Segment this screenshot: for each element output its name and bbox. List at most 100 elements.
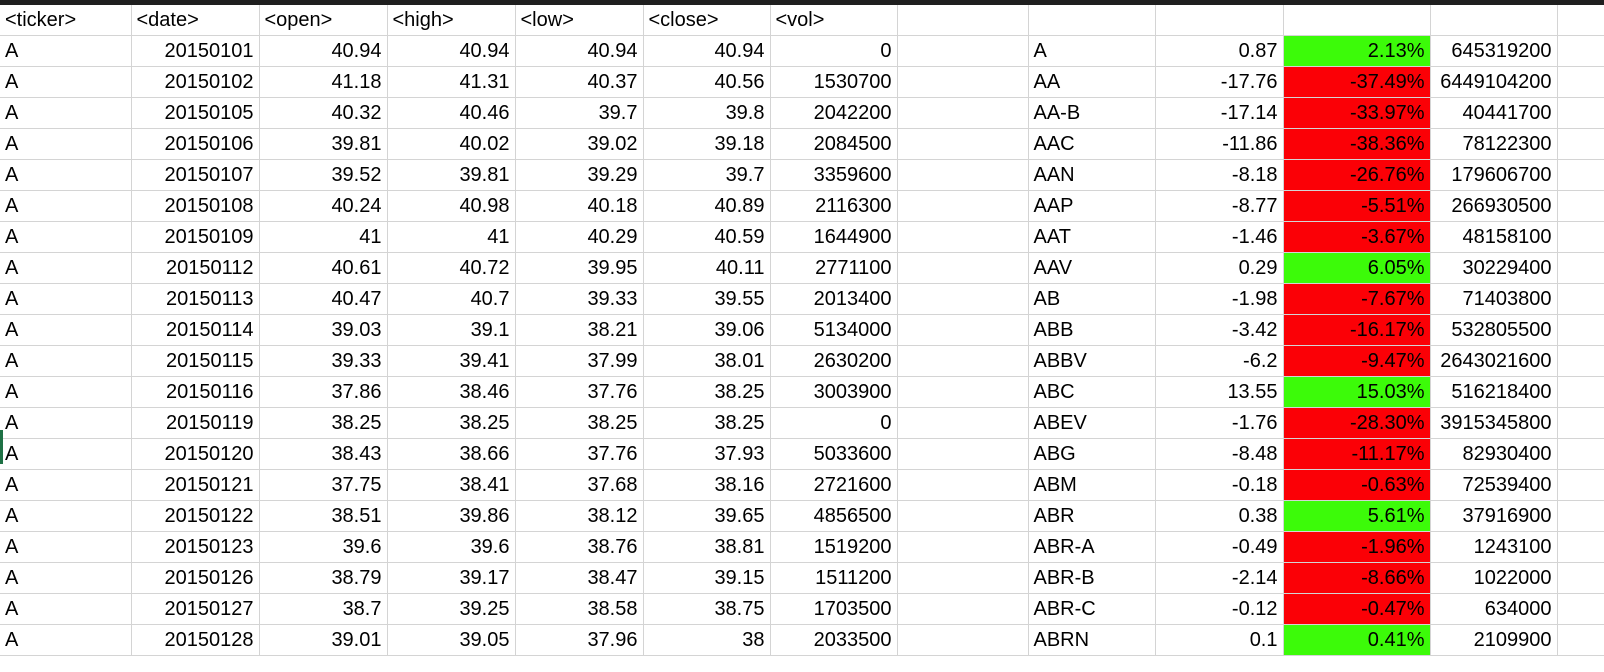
cell-high[interactable]: 39.05 [387,624,516,656]
cell-vol[interactable]: 1530700 [770,66,898,98]
cell-low[interactable]: 37.96 [515,624,644,656]
cell-summary-ticker[interactable]: AA-B [1028,97,1156,129]
cell-low[interactable]: 37.76 [515,376,644,408]
cell-date[interactable]: 20150102 [131,66,260,98]
cell-summary-volume[interactable]: 634000 [1430,593,1558,625]
cell-vol[interactable]: 4856500 [770,500,898,532]
cell-low[interactable]: 39.7 [515,97,644,129]
cell-high[interactable]: 39.41 [387,345,516,377]
cell-empty[interactable] [897,190,1029,222]
cell-high[interactable]: 40.7 [387,283,516,315]
cell-date[interactable]: 20150126 [131,562,260,594]
cell-summary-ticker[interactable]: ABR [1028,500,1156,532]
cell-vol[interactable]: 2033500 [770,624,898,656]
cell-vol[interactable]: 1703500 [770,593,898,625]
cell-date[interactable]: 20150108 [131,190,260,222]
cell-open[interactable]: 37.75 [259,469,388,501]
cell-close[interactable]: 38.25 [643,407,771,439]
cell-high[interactable]: 38.25 [387,407,516,439]
cell-close[interactable]: 38.16 [643,469,771,501]
cell-summary-percent[interactable]: -11.17% [1283,438,1431,470]
cell-close[interactable]: 39.15 [643,562,771,594]
cell-summary-ticker[interactable]: AB [1028,283,1156,315]
cell-empty[interactable] [897,128,1029,160]
cell-summary-volume[interactable]: 1243100 [1430,531,1558,563]
cell-empty[interactable] [1557,624,1604,656]
cell-ticker[interactable]: A [0,35,132,67]
cell-high[interactable]: 39.6 [387,531,516,563]
cell-summary-change[interactable]: -8.18 [1155,159,1284,191]
cell-vol[interactable]: 5134000 [770,314,898,346]
cell-vol[interactable]: 2084500 [770,128,898,160]
cell-empty[interactable] [1557,128,1604,160]
cell-vol[interactable]: 2116300 [770,190,898,222]
cell-high[interactable]: 39.81 [387,159,516,191]
cell-summary-ticker[interactable]: ABRN [1028,624,1156,656]
cell-empty[interactable] [897,283,1029,315]
cell-high[interactable]: 39.25 [387,593,516,625]
cell-low[interactable]: 38.76 [515,531,644,563]
cell-date[interactable]: 20150120 [131,438,260,470]
cell-summary-ticker[interactable]: ABG [1028,438,1156,470]
cell-summary-volume[interactable]: 2109900 [1430,624,1558,656]
cell-high[interactable]: 39.1 [387,314,516,346]
cell-summary-ticker[interactable]: AAP [1028,190,1156,222]
cell-empty[interactable] [1557,562,1604,594]
cell-ticker[interactable]: A [0,97,132,129]
cell-header-low[interactable]: <low> [515,5,644,36]
cell-summary-volume[interactable]: 37916900 [1430,500,1558,532]
cell-empty[interactable] [897,469,1029,501]
cell-summary-volume[interactable]: 266930500 [1430,190,1558,222]
cell-high[interactable]: 40.72 [387,252,516,284]
cell-ticker[interactable]: A [0,407,132,439]
cell-empty[interactable] [897,66,1029,98]
cell-low[interactable]: 37.99 [515,345,644,377]
cell-high[interactable]: 40.94 [387,35,516,67]
cell-date[interactable]: 20150109 [131,221,260,253]
cell-empty[interactable] [897,376,1029,408]
cell-close[interactable]: 38.01 [643,345,771,377]
cell-empty[interactable] [1557,469,1604,501]
cell-date[interactable]: 20150121 [131,469,260,501]
cell-empty[interactable] [1557,97,1604,129]
cell-empty[interactable] [1557,66,1604,98]
cell-close[interactable]: 40.59 [643,221,771,253]
cell-high[interactable]: 38.46 [387,376,516,408]
cell-empty[interactable] [1557,5,1604,36]
cell-header-ticker[interactable]: <ticker> [0,5,132,36]
cell-summary-volume[interactable]: 6449104200 [1430,66,1558,98]
cell-summary-change[interactable]: -8.48 [1155,438,1284,470]
cell-low[interactable]: 39.29 [515,159,644,191]
cell-vol[interactable]: 1519200 [770,531,898,563]
cell-summary-volume[interactable]: 30229400 [1430,252,1558,284]
cell-high[interactable]: 38.41 [387,469,516,501]
cell-empty[interactable] [1283,5,1431,36]
cell-vol[interactable]: 2630200 [770,345,898,377]
cell-summary-ticker[interactable]: AAC [1028,128,1156,160]
cell-vol[interactable]: 0 [770,35,898,67]
cell-open[interactable]: 37.86 [259,376,388,408]
cell-empty[interactable] [897,35,1029,67]
cell-summary-percent[interactable]: 6.05% [1283,252,1431,284]
cell-summary-ticker[interactable]: ABR-A [1028,531,1156,563]
cell-high[interactable]: 41 [387,221,516,253]
cell-date[interactable]: 20150112 [131,252,260,284]
cell-summary-percent[interactable]: -3.67% [1283,221,1431,253]
cell-vol[interactable]: 2721600 [770,469,898,501]
cell-low[interactable]: 40.37 [515,66,644,98]
cell-header-high[interactable]: <high> [387,5,516,36]
cell-high[interactable]: 38.66 [387,438,516,470]
cell-empty[interactable] [1430,5,1558,36]
cell-summary-change[interactable]: 0.1 [1155,624,1284,656]
cell-low[interactable]: 38.21 [515,314,644,346]
cell-open[interactable]: 39.52 [259,159,388,191]
cell-close[interactable]: 40.94 [643,35,771,67]
cell-empty[interactable] [897,252,1029,284]
cell-low[interactable]: 39.02 [515,128,644,160]
cell-vol[interactable]: 3003900 [770,376,898,408]
cell-low[interactable]: 38.58 [515,593,644,625]
cell-open[interactable]: 39.6 [259,531,388,563]
cell-summary-change[interactable]: 0.38 [1155,500,1284,532]
cell-summary-change[interactable]: -0.18 [1155,469,1284,501]
cell-open[interactable]: 41 [259,221,388,253]
